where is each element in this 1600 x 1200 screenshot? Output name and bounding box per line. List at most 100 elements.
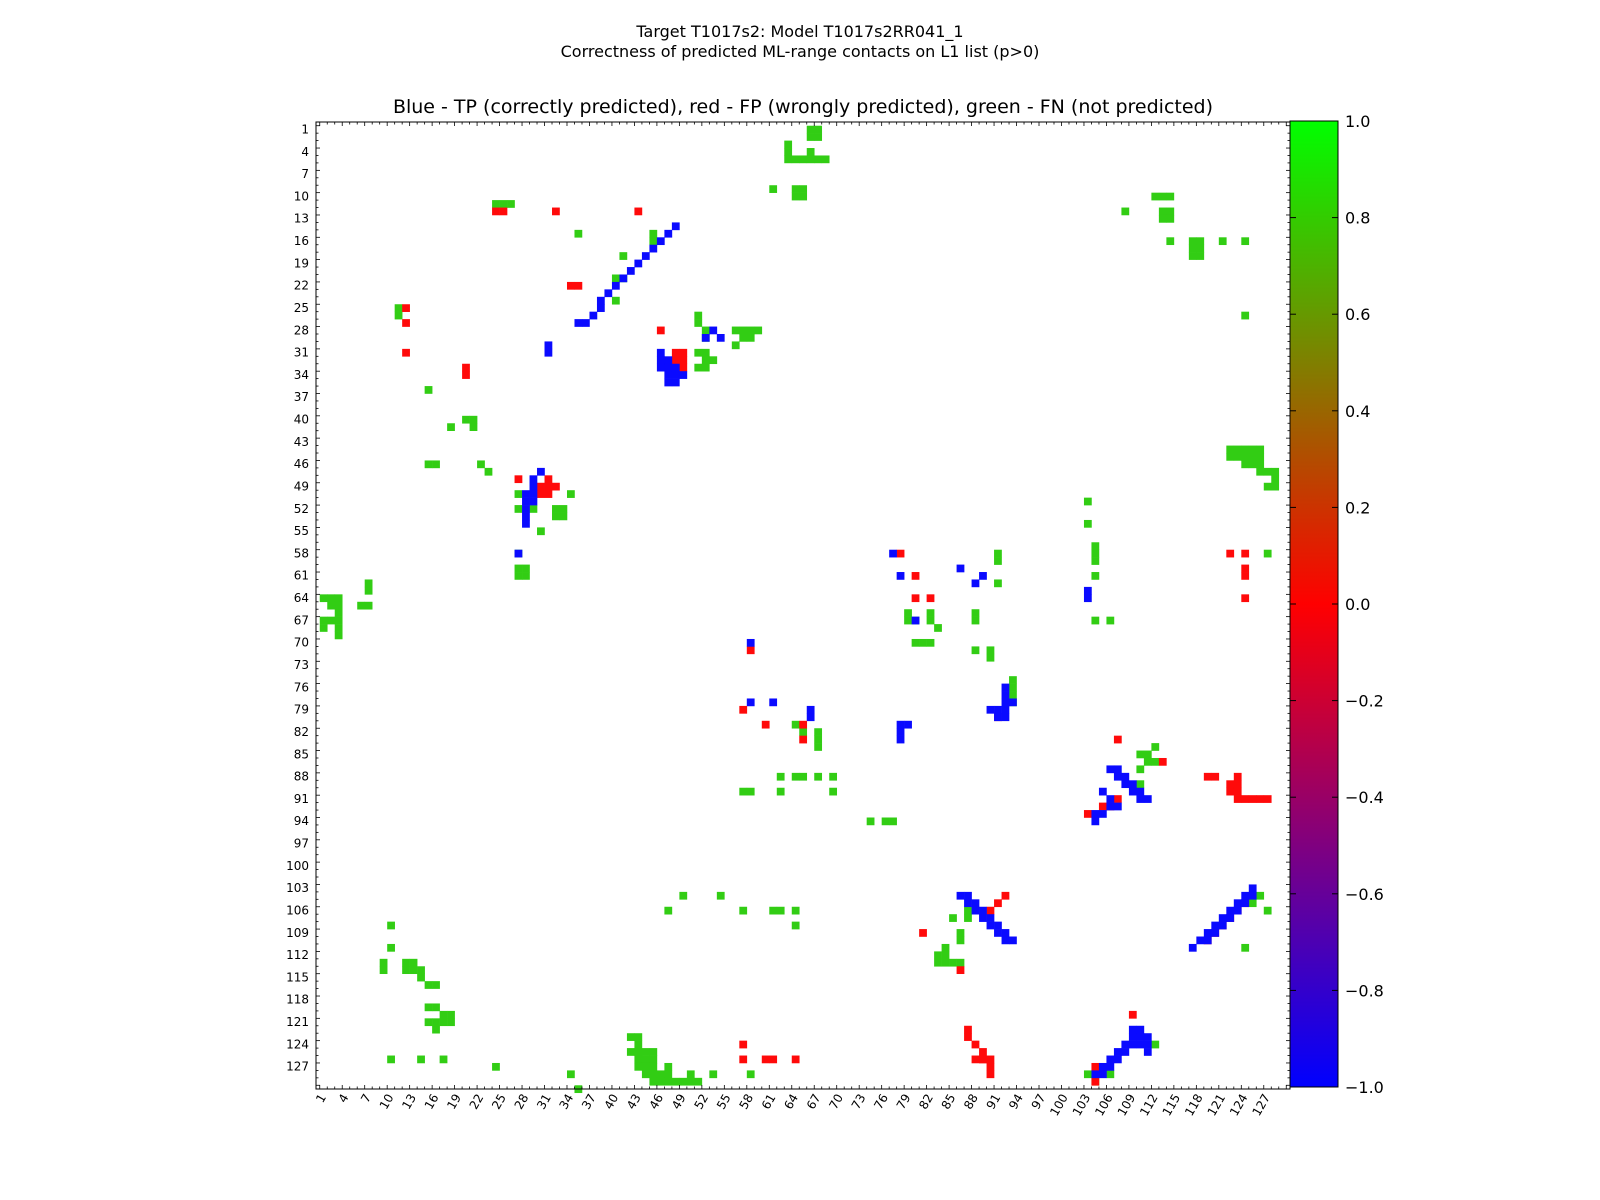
- contact-tp-cell: [1098, 787, 1107, 796]
- y-tick-label: 7: [301, 167, 309, 181]
- contact-tp-cell: [1091, 817, 1100, 826]
- contact-fn-cell: [634, 1055, 643, 1064]
- contact-fp-cell: [739, 1040, 748, 1049]
- contact-fn-cell: [829, 787, 838, 796]
- contact-fn-cell: [1218, 237, 1227, 246]
- y-tick-label: 46: [294, 457, 309, 471]
- contact-fn-cell: [739, 787, 748, 796]
- contact-fp-cell: [926, 594, 935, 603]
- contact-fp-cell: [1113, 735, 1122, 744]
- contact-fn-cell: [477, 460, 485, 469]
- contact-fn-cell: [1091, 557, 1100, 565]
- contact-fn-cell: [641, 1048, 650, 1056]
- contact-tp-cell: [679, 371, 688, 379]
- contact-fn-cell: [814, 743, 823, 751]
- contact-fp-cell: [566, 281, 575, 290]
- y-tick-label: 55: [294, 524, 309, 538]
- colorbar-tick-label: −1.0: [1345, 1078, 1384, 1097]
- contact-fn-cell: [379, 958, 388, 967]
- contact-fn-cell: [357, 601, 365, 610]
- contact-fn-cell: [499, 200, 508, 208]
- y-tick-label: 91: [294, 792, 309, 806]
- contact-fp-cell: [537, 482, 545, 491]
- contact-fn-cell: [462, 415, 470, 424]
- contact-tp-cell: [979, 906, 987, 915]
- contact-fn-cell: [327, 594, 336, 603]
- contact-fn-cell: [784, 140, 793, 149]
- contact-fn-cell: [432, 1025, 440, 1034]
- contact-tp-cell: [1001, 713, 1010, 722]
- contact-fn-cell: [934, 958, 942, 967]
- contact-fp-cell: [761, 720, 770, 729]
- contact-tp-cell: [581, 319, 590, 327]
- contact-tp-cell: [1113, 1055, 1122, 1064]
- x-tick-label: 19: [444, 1092, 464, 1112]
- contact-fp-cell: [1113, 795, 1122, 803]
- contact-tp-cell: [1136, 787, 1145, 796]
- x-tick-label: 28: [512, 1092, 532, 1112]
- contact-fn-cell: [1009, 683, 1017, 692]
- contact-fn-cell: [1248, 445, 1257, 454]
- contact-fn-cell: [1271, 475, 1280, 484]
- contact-fn-cell: [799, 772, 808, 781]
- contact-fn-cell: [402, 958, 410, 967]
- contact-fn-cell: [656, 1070, 665, 1079]
- contact-fn-cell: [656, 1077, 665, 1086]
- contact-fp-cell: [544, 490, 553, 498]
- contact-fp-cell: [1233, 772, 1242, 781]
- contact-fn-cell: [949, 914, 957, 922]
- contact-tp-cell: [896, 572, 905, 580]
- contact-tp-cell: [1001, 705, 1010, 714]
- contact-tp-cell: [1113, 765, 1122, 774]
- x-tick-label: 97: [1029, 1092, 1049, 1112]
- contact-fp-cell: [761, 1055, 770, 1064]
- contact-fn-cell: [776, 906, 785, 915]
- contact-tp-cell: [896, 728, 905, 736]
- contact-tp-cell: [664, 378, 673, 387]
- x-tick-label: 13: [399, 1092, 419, 1112]
- contact-tp-cell: [589, 311, 598, 320]
- contact-tp-cell: [806, 705, 815, 714]
- x-tick-label: 34: [557, 1092, 577, 1112]
- contact-fp-cell: [544, 482, 553, 491]
- contact-fn-cell: [379, 966, 388, 975]
- contact-tp-cell: [1001, 936, 1010, 945]
- contact-fn-cell: [694, 363, 703, 372]
- contact-fp-cell: [1083, 810, 1092, 818]
- y-tick-label: 88: [294, 770, 309, 784]
- contact-tp-cell: [964, 899, 972, 908]
- contact-fn-cell: [941, 958, 950, 967]
- contact-fn-cell: [1248, 899, 1257, 908]
- contact-fp-cell: [1241, 594, 1250, 603]
- contact-fn-cell: [1143, 757, 1152, 766]
- contact-tp-cell: [1121, 772, 1130, 781]
- y-tick-label: 82: [294, 725, 309, 739]
- x-tick-label: 43: [624, 1092, 644, 1112]
- contact-fn-cell: [806, 155, 815, 164]
- contact-fp-cell: [799, 735, 808, 744]
- contact-fn-cell: [1136, 765, 1145, 774]
- contact-fn-cell: [799, 185, 808, 193]
- colorbar-tick-label: −0.8: [1345, 981, 1384, 1000]
- contact-fn-cell: [424, 981, 433, 989]
- contact-fn-cell: [941, 943, 950, 952]
- contact-fn-cell: [469, 423, 478, 431]
- contact-fn-cell: [364, 579, 373, 588]
- x-tick-label: 76: [871, 1092, 891, 1112]
- contact-tp-cell: [664, 371, 673, 379]
- contact-fn-cell: [994, 549, 1002, 558]
- contact-tp-cell: [544, 348, 553, 357]
- contact-fn-cell: [649, 1055, 658, 1064]
- contact-fn-cell: [904, 616, 912, 625]
- contact-fn-cell: [417, 966, 425, 975]
- contact-fn-cell: [492, 1062, 500, 1071]
- contact-fn-cell: [739, 906, 748, 915]
- contact-fn-cell: [686, 1070, 695, 1079]
- contact-fn-cell: [1091, 549, 1100, 558]
- x-tick-label: 100: [1047, 1092, 1071, 1119]
- x-tick-label: 22: [467, 1092, 487, 1112]
- contact-fp-cell: [1263, 795, 1272, 803]
- y-tick-label: 124: [286, 1037, 309, 1051]
- contact-fp-cell: [979, 1048, 987, 1056]
- contact-fn-cell: [522, 572, 530, 580]
